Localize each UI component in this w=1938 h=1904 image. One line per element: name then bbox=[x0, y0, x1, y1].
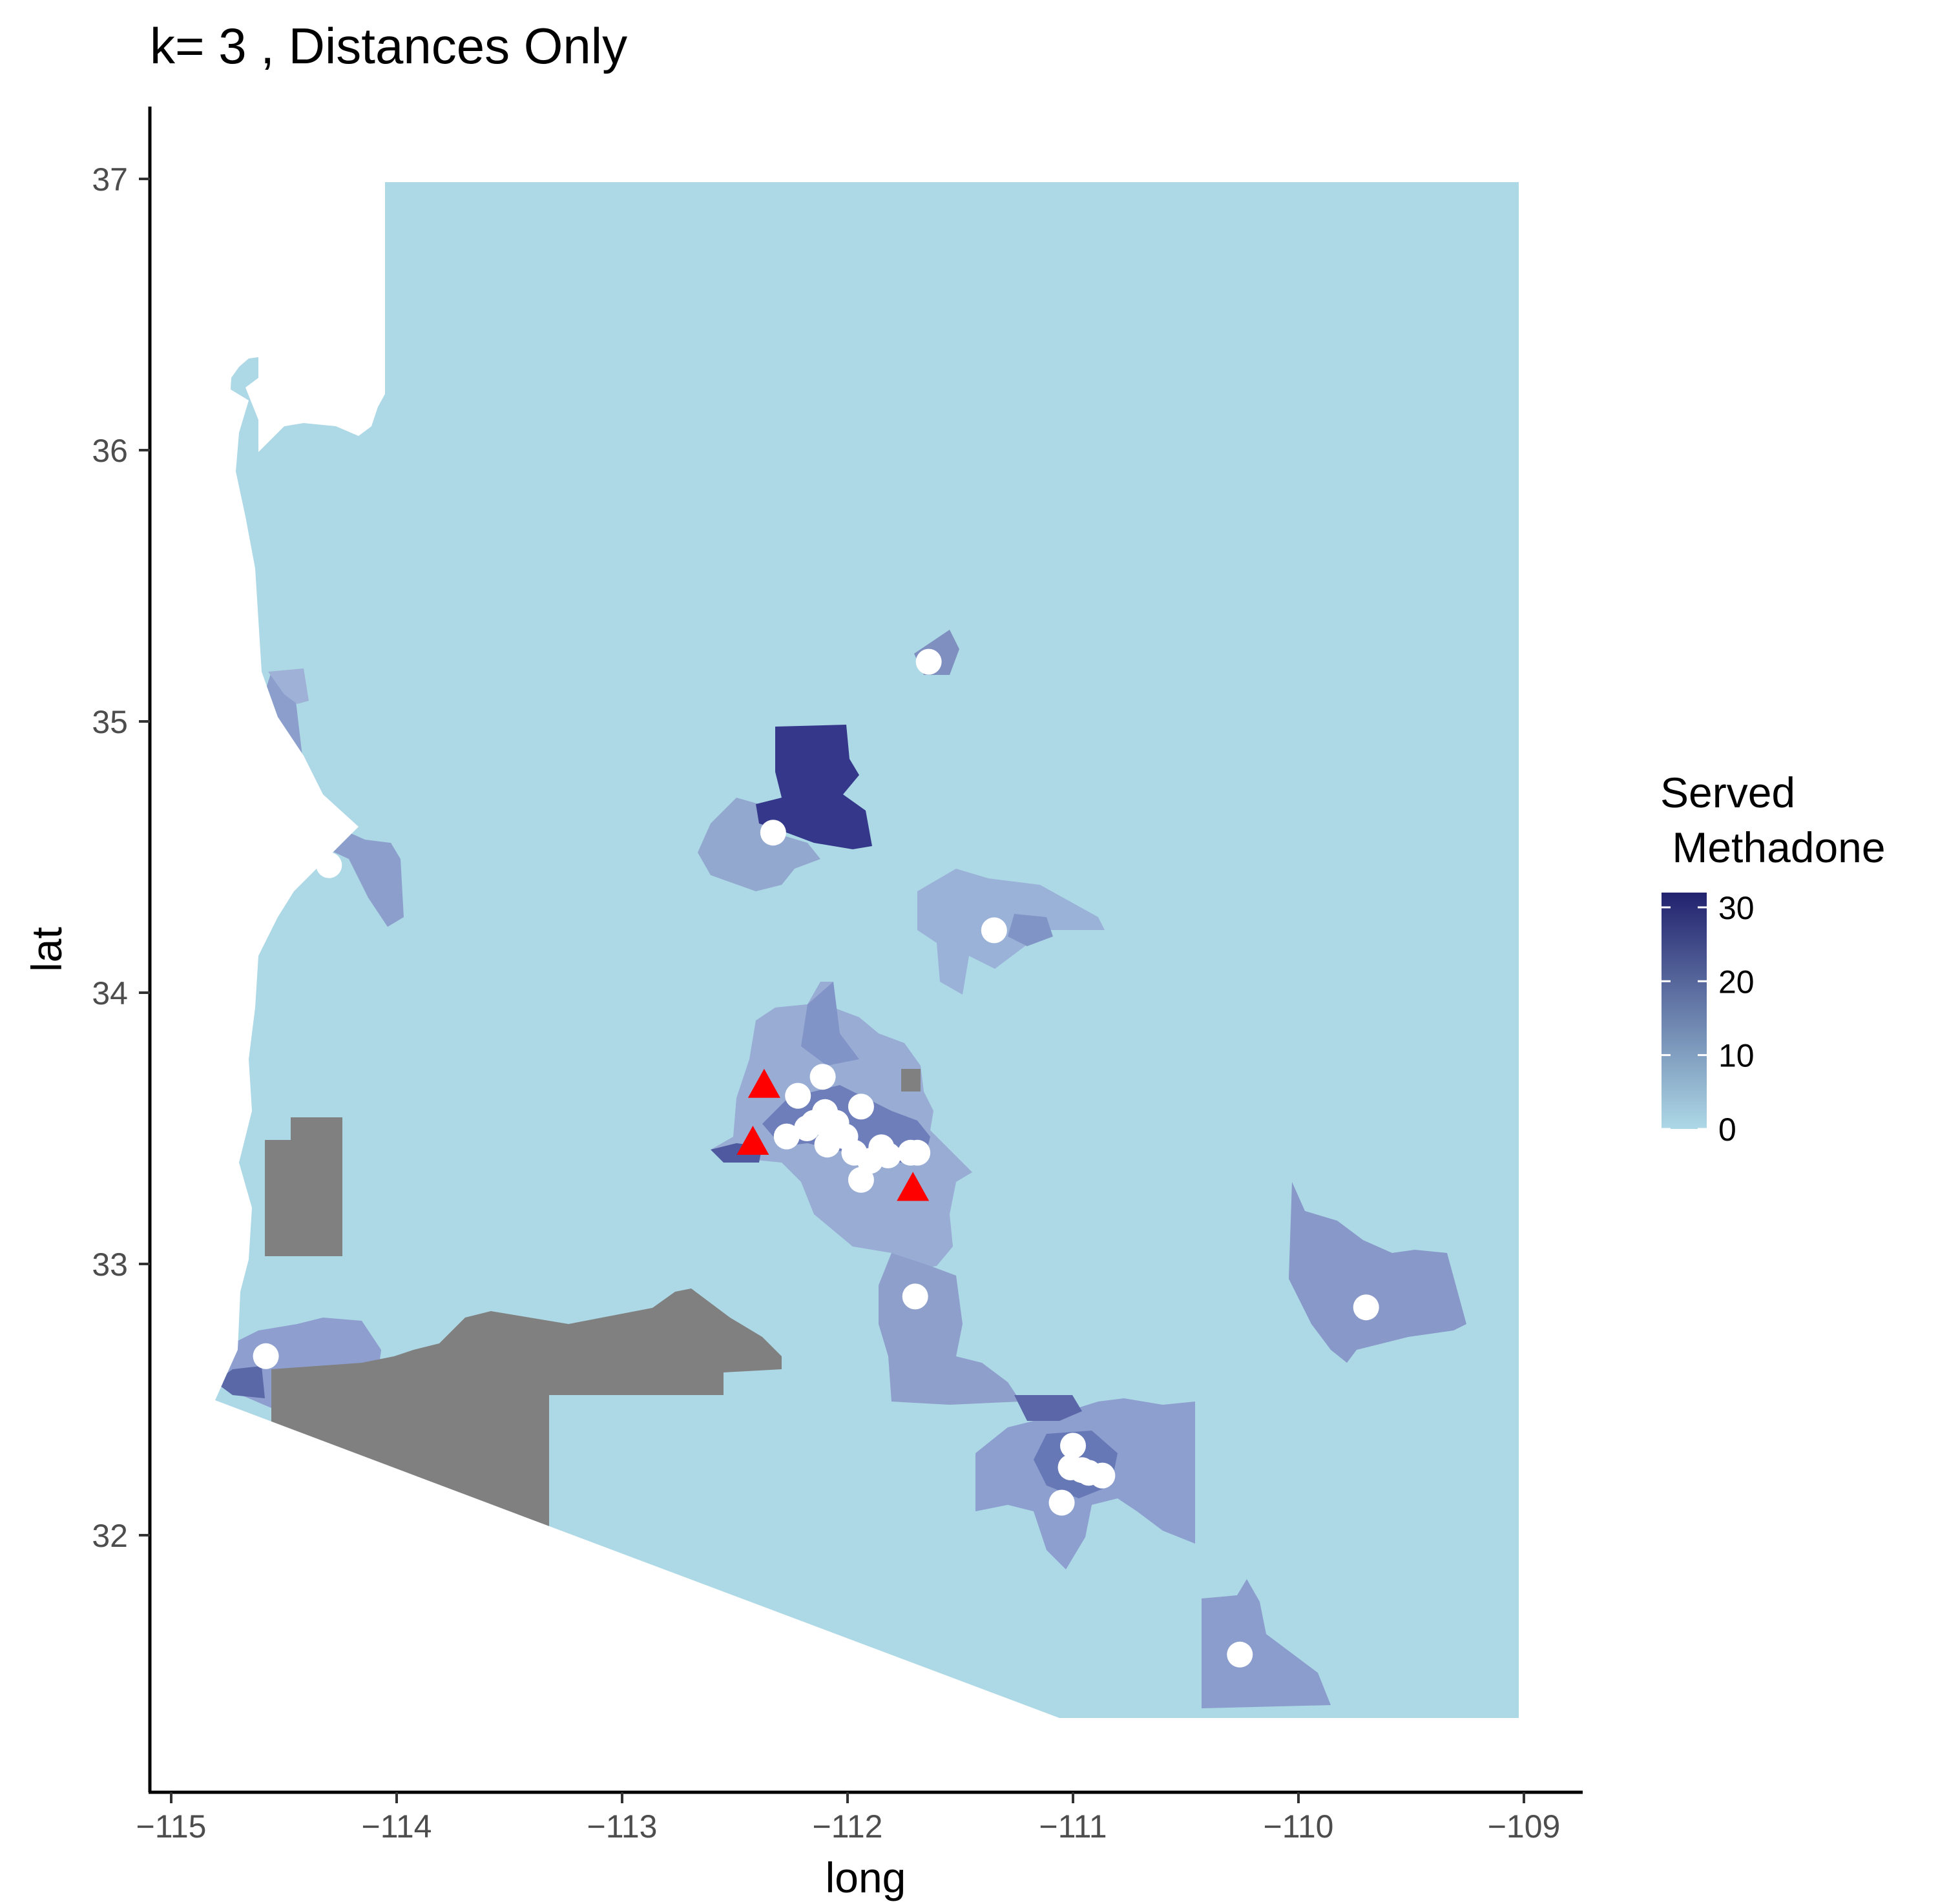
facility-triangle-2 bbox=[897, 1172, 930, 1201]
legend-title-line2: Methadone bbox=[1660, 823, 1886, 871]
x-tick-label-6: −109 bbox=[1488, 1808, 1561, 1845]
facility-circle-21 bbox=[904, 1139, 931, 1166]
facility-circle-5 bbox=[785, 1082, 811, 1109]
facility-circle-30 bbox=[1227, 1641, 1253, 1668]
tract-yuma-dark bbox=[215, 1366, 265, 1398]
legend-tick-label-0: 0 bbox=[1718, 1112, 1736, 1148]
x-tick-label-1: −114 bbox=[362, 1808, 432, 1845]
tract-no-data-west bbox=[265, 1117, 342, 1256]
tract-sierra-vista bbox=[1202, 1579, 1331, 1708]
legend-colorbar bbox=[1662, 893, 1707, 1129]
facility-circle-15 bbox=[814, 1132, 840, 1158]
facility-circle-23 bbox=[902, 1283, 928, 1310]
facility-circle-6 bbox=[809, 1064, 836, 1090]
tract-colorado-river-north bbox=[255, 672, 404, 927]
tract-kingman bbox=[698, 798, 820, 891]
x-ticks: −115 −114 −113 −112 −111 −110 −109 bbox=[136, 1792, 1561, 1845]
x-axis-title: long bbox=[826, 1854, 906, 1901]
facility-circle-1 bbox=[316, 852, 342, 878]
facility-triangle-1 bbox=[736, 1126, 769, 1155]
x-tick-label-0: −115 bbox=[136, 1808, 207, 1845]
legend-tick-label-1: 10 bbox=[1718, 1038, 1755, 1074]
facility-circle-7 bbox=[848, 1093, 874, 1120]
facility-circle-4 bbox=[981, 917, 1007, 944]
legend-tick-label-2: 20 bbox=[1718, 964, 1755, 1000]
facility-circles bbox=[253, 648, 1379, 1668]
facility-circle-2 bbox=[915, 648, 942, 675]
x-tick-label-2: −113 bbox=[587, 1808, 658, 1845]
legend-tick-label-3: 30 bbox=[1718, 890, 1755, 926]
tract-tucson-dark bbox=[1014, 1395, 1082, 1421]
facility-circle-0 bbox=[253, 1343, 279, 1369]
facility-circle-14 bbox=[773, 1123, 800, 1150]
facility-triangles bbox=[736, 1068, 930, 1201]
x-tick-label-4: −111 bbox=[1039, 1808, 1107, 1845]
tract-colorado-river-mid bbox=[268, 668, 309, 704]
y-tick-label-5: 37 bbox=[92, 161, 128, 198]
x-tick-label-5: −110 bbox=[1264, 1808, 1334, 1845]
y-ticks: 32 33 34 35 36 37 bbox=[92, 161, 150, 1554]
facility-circle-29 bbox=[1048, 1489, 1075, 1516]
legend-ticks: 0 10 20 30 bbox=[1662, 890, 1755, 1148]
legend-title-line1: Served bbox=[1660, 769, 1795, 816]
y-tick-label-3: 35 bbox=[92, 704, 128, 740]
y-tick-label-1: 33 bbox=[92, 1247, 128, 1283]
x-tick-label-3: −112 bbox=[813, 1808, 883, 1845]
facility-circle-11 bbox=[794, 1115, 820, 1141]
y-tick-label-2: 34 bbox=[92, 975, 128, 1011]
facility-circle-28 bbox=[1089, 1462, 1116, 1489]
tract-safford bbox=[1289, 1182, 1466, 1363]
facility-circle-3 bbox=[760, 820, 786, 846]
tract-no-data-south bbox=[271, 1288, 782, 1526]
arizona-base-region bbox=[215, 182, 1519, 1718]
y-tick-label-4: 36 bbox=[92, 433, 128, 469]
facility-circle-22 bbox=[848, 1166, 874, 1193]
tract-phoenix-north bbox=[801, 982, 859, 1066]
y-axis-title: lat bbox=[23, 927, 70, 972]
facility-circle-24 bbox=[1060, 1433, 1086, 1459]
tract-prescott-dark bbox=[756, 725, 872, 849]
y-tick-label-0: 32 bbox=[92, 1518, 128, 1554]
tract-show-low-dark bbox=[1008, 914, 1053, 946]
facility-triangle-0 bbox=[747, 1068, 780, 1098]
arizona-map bbox=[215, 182, 1519, 1718]
tract-no-data-small bbox=[901, 1069, 921, 1092]
facility-circle-31 bbox=[1353, 1294, 1379, 1321]
legend: Served Methadone 0 10 20 30 bbox=[1660, 769, 1886, 1148]
chart-title: k= 3 , Distances Only bbox=[150, 17, 627, 74]
